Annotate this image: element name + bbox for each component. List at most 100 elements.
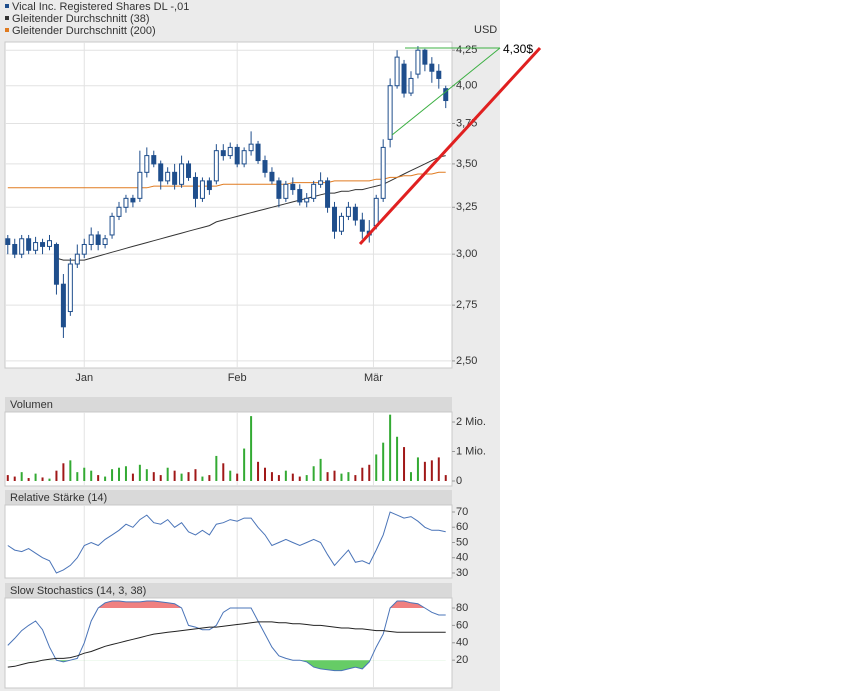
candle-body (408, 77, 414, 94)
volume-bar (389, 414, 392, 481)
y-tick-label: 2 Mio. (456, 416, 486, 428)
volume-bar (208, 475, 211, 481)
volume-bar (138, 464, 141, 481)
stoch-header (5, 583, 452, 598)
volume-bar (361, 467, 364, 481)
annotation: 4,30$ (503, 42, 533, 56)
trend-line (391, 47, 501, 136)
volume-bar (444, 475, 447, 481)
y-tick-label: 3,50 (456, 158, 477, 170)
candle-body (26, 238, 32, 251)
candle-body (269, 171, 275, 182)
volume-bar (90, 470, 93, 481)
candle-body (422, 49, 428, 65)
y-tick-label: 2,50 (456, 355, 477, 367)
volume-bar (236, 473, 239, 481)
volume-bar (257, 461, 260, 481)
legend-swatch (5, 4, 9, 8)
volume-bar (243, 448, 246, 481)
candle-body (46, 240, 52, 247)
volume-bar (354, 475, 357, 481)
candle-body (262, 160, 268, 173)
candle-body (186, 163, 192, 178)
legend-entry: Gleitender Durchschnitt (200) (12, 25, 156, 37)
y-tick-label: 40 (456, 552, 468, 564)
candle-body (436, 70, 442, 79)
y-tick-label: 1 Mio. (456, 445, 486, 457)
volume-bar (20, 472, 23, 481)
candle-body (227, 146, 233, 157)
candle-body (74, 253, 80, 265)
candle-body (241, 150, 247, 165)
volume-bar (215, 455, 218, 481)
stochastic-line (7, 621, 446, 668)
volume-bar (187, 472, 190, 481)
volume-bar (312, 466, 315, 481)
candle-body (116, 206, 122, 217)
moving-average (7, 171, 446, 189)
stochastic-line (7, 600, 446, 672)
candle-body (123, 197, 129, 208)
volume-bar (173, 470, 176, 481)
rsi-header (5, 490, 452, 505)
panel-title: Volumen (10, 399, 53, 411)
legend-entry: Vical Inc. Registered Shares DL -,01 (12, 1, 189, 13)
candle-body (19, 238, 25, 255)
volume-bar (375, 454, 378, 481)
y-tick-label: 4,00 (456, 80, 477, 92)
volume-bar (333, 470, 336, 481)
volume-bar (326, 472, 329, 481)
candle-body (255, 143, 261, 162)
candle-body (234, 146, 240, 165)
candle-body (380, 146, 386, 199)
candle-body (172, 171, 178, 185)
volume-bar (340, 473, 343, 481)
volume-bar (6, 475, 9, 481)
candle-body (179, 163, 185, 185)
candle-body (130, 197, 136, 203)
x-tick-label: Jan (75, 372, 93, 384)
volume-bar (270, 472, 273, 481)
y-tick-label: 40 (456, 637, 468, 649)
y-tick-label: 80 (456, 602, 468, 614)
candle-body (206, 180, 212, 191)
candle-body (373, 197, 379, 227)
y-tick-label: 70 (456, 506, 468, 518)
candle-body (304, 197, 310, 203)
overbought-area (7, 601, 446, 608)
volume-bar (298, 476, 301, 481)
volume-bar (423, 461, 426, 481)
trend-line (358, 46, 542, 246)
y-unit: USD (474, 24, 497, 36)
legend-entry: Gleitender Durchschnitt (38) (12, 13, 150, 25)
y-tick-label: 30 (456, 567, 468, 579)
volume-bar (277, 475, 280, 481)
volume-bar (201, 476, 204, 481)
candle-body (213, 150, 219, 182)
x-tick-label: Mär (364, 372, 383, 384)
volume-bar (305, 475, 308, 481)
legend-swatch (5, 16, 9, 20)
candle-body (297, 189, 303, 203)
candle-body (102, 238, 108, 245)
candle-body (345, 206, 351, 217)
candle-body (95, 234, 101, 245)
price-panel (4, 41, 453, 369)
volume-bar (145, 469, 148, 481)
volume-bar (291, 473, 294, 481)
candle-body (332, 206, 338, 232)
panel-title: Slow Stochastics (14, 3, 38) (10, 585, 146, 597)
y-tick-label: 3,00 (456, 248, 477, 260)
candle-body (60, 283, 66, 328)
y-tick-label: 60 (456, 619, 468, 631)
candle-body (137, 171, 143, 199)
candle-body (283, 183, 289, 199)
volume-bar (368, 464, 371, 481)
indicator-line (7, 511, 446, 574)
volume-bar (284, 470, 287, 481)
volume-bar (62, 463, 65, 481)
volume-bar (124, 466, 127, 481)
volume-bar (159, 475, 162, 481)
